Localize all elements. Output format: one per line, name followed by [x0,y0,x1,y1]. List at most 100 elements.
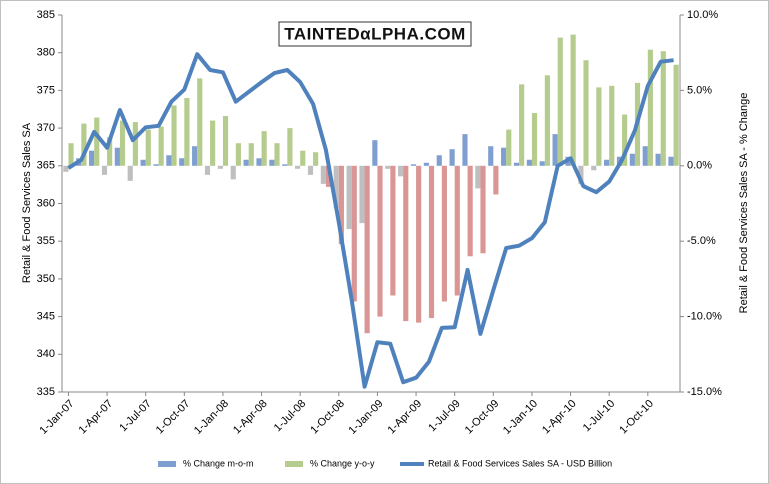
bar [230,165,236,180]
bar [119,120,126,166]
bar [210,120,216,166]
bar [81,123,87,166]
bar [197,78,203,166]
bar [94,117,100,166]
bar [385,165,391,169]
bar [596,87,602,166]
bar [114,147,120,166]
bar [204,165,211,175]
bar [539,161,545,166]
y-tick-label: 340 [37,348,55,360]
bar [519,84,525,166]
bar [132,122,138,166]
bar [158,126,164,166]
bar [475,165,481,189]
y-tick-label: 345 [37,311,55,323]
bar [282,164,288,166]
bar [127,165,133,181]
bar [428,165,435,319]
logo-box [278,21,472,47]
bar [390,165,396,296]
legend-label: % Change y-o-y [310,458,375,468]
bar [552,134,558,166]
bar [63,165,69,172]
bar [570,34,576,166]
bar [171,105,177,166]
bar [364,165,370,334]
y-axis-title: Retail & Food Services Sales SA [21,122,33,283]
bar [557,37,563,166]
bar [501,147,507,166]
bar [166,155,172,166]
bar [235,143,241,166]
bar [506,129,512,166]
y-tick-label: 375 [37,84,55,96]
bar [300,150,306,166]
bar [655,153,661,166]
bar [140,159,146,166]
bar [591,165,597,171]
bar [248,143,254,166]
legend: % Change m-o-m % Change y-o-y Retail & Foo… [158,458,612,468]
bar [467,165,473,257]
bar [583,60,589,166]
y2-axis-title: Retail & Food Services Sales SA - % Chan… [738,93,750,314]
y-tick-label: 365 [37,160,55,172]
bar [480,165,486,254]
bar [153,164,159,166]
y2-tick-label: -10.0% [687,311,722,323]
bar [493,165,499,195]
bar [454,165,460,296]
bar [642,146,648,166]
bar [462,134,468,166]
legend-swatch [158,461,176,467]
bar [622,114,628,166]
bar [372,140,378,166]
bar [261,131,267,166]
bar [313,152,319,166]
legend-swatch [285,461,303,467]
legend-label: Retail & Food Services Sales SA - USD Bi… [428,458,612,468]
bar [222,116,229,166]
bar [609,85,615,166]
bar [449,149,455,166]
bar [346,165,352,230]
bar [398,165,404,177]
bar [436,155,442,166]
bar [531,113,538,166]
bar [647,49,653,166]
logo: TAINTEDαLPHA.COM [284,24,466,43]
bar [184,97,190,166]
bar [604,159,610,166]
bar [423,162,429,166]
bar [179,158,185,166]
bar [526,159,532,166]
line [67,52,674,389]
y-tick-label: 360 [37,197,55,209]
bar [673,64,679,166]
bar [668,156,674,166]
y2-tick-label: -15.0% [687,386,722,398]
bar [274,143,280,166]
bar [488,146,494,166]
bar [403,165,409,322]
bar [338,165,344,245]
bar [544,75,550,166]
bar [243,159,249,166]
bar [217,165,223,169]
bar [333,165,339,209]
bar [325,165,332,187]
bar [101,165,108,175]
bar [68,143,74,166]
y-tick-label: 370 [37,122,55,134]
bar [192,146,198,166]
y-tick-label: 380 [37,47,55,59]
bar [513,162,520,166]
y-tick-label: 335 [37,386,55,398]
bar [295,165,301,169]
y-tick-label: 355 [37,235,55,247]
bar [269,159,275,166]
bar [287,128,293,166]
legend-label: % Change m-o-m [183,458,254,468]
